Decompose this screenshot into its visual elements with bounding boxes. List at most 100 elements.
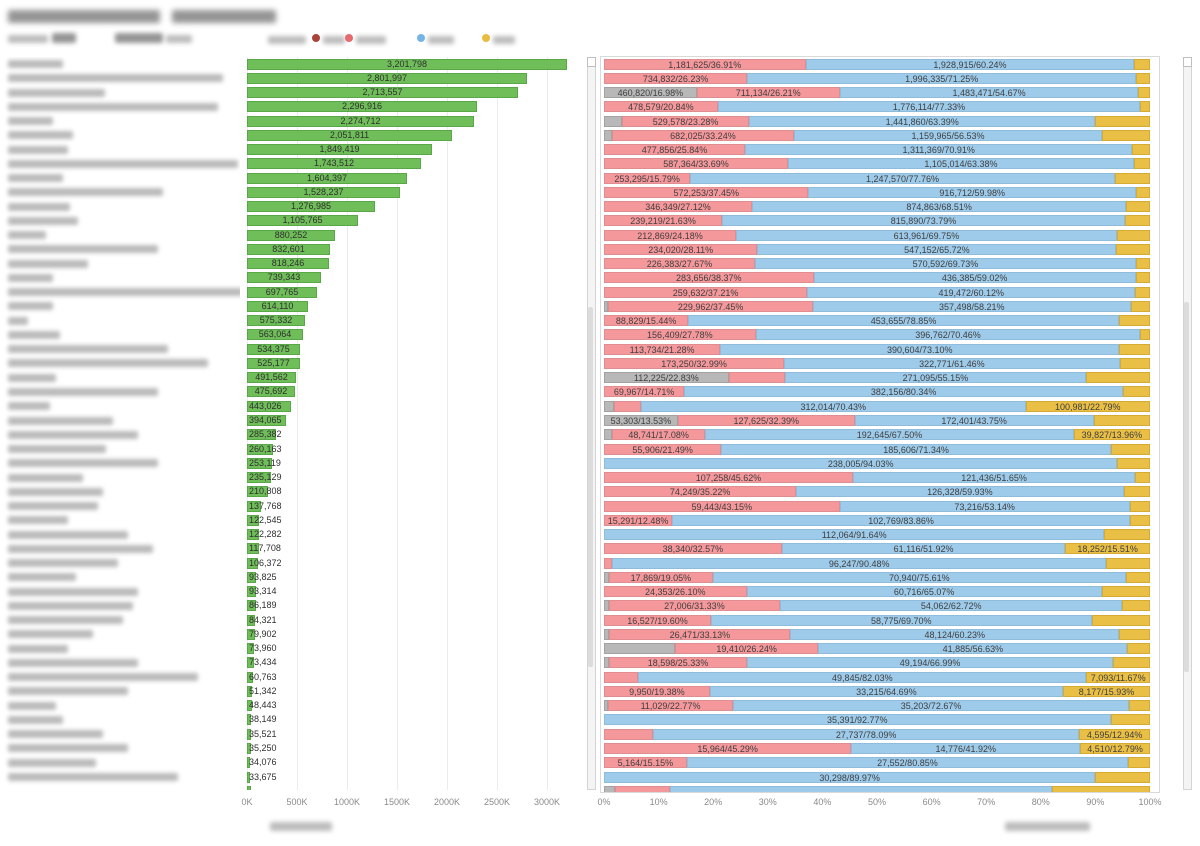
scrollbar-thumb[interactable] [588,307,593,667]
segment-y[interactable] [1110,443,1150,455]
segment-b[interactable]: 1,105,014/63.38% [787,158,1134,170]
segment-y[interactable] [1132,144,1150,156]
segment-p[interactable]: 234,020/28.11% [604,243,758,255]
total-bar[interactable] [247,514,259,526]
segment-g[interactable] [604,628,610,640]
segment-y[interactable] [1124,215,1150,227]
segment-p[interactable]: 283,656/38.37% [604,272,814,284]
total-bar[interactable] [247,757,250,769]
total-bar[interactable] [247,700,252,712]
segment-y[interactable]: 39,827/13.96% [1073,429,1150,441]
segment-g[interactable] [604,600,609,612]
segment-b[interactable]: 70,940/75.61% [712,571,1126,583]
total-bar[interactable] [247,372,296,384]
segment-y[interactable] [1136,72,1150,84]
segment-b[interactable]: 1,159,965/56.53% [793,129,1103,141]
segment-p[interactable]: 711,134/26.21% [696,87,840,99]
segment-b[interactable]: 54,062/62.72% [779,600,1123,612]
segment-p[interactable]: 18,598/25.33% [608,657,748,669]
segment-y[interactable] [1091,614,1150,626]
segment-b[interactable]: 73,216/53.14% [839,500,1130,512]
scrollbar-button[interactable] [1183,57,1192,67]
left-chart-scrollbar[interactable] [587,57,596,790]
segment-p[interactable] [604,728,653,740]
total-bar[interactable] [247,172,407,184]
segment-p[interactable]: 19,410/26.24% [674,643,819,655]
segment-b[interactable]: 357,498/58.21% [812,300,1131,312]
segment-b[interactable]: 60,716/65.07% [746,586,1102,598]
total-bar[interactable] [247,186,400,198]
segment-p[interactable]: 9,950/19.38% [604,685,710,697]
segment-p[interactable]: 15,964/45.29% [604,742,852,754]
total-bar[interactable] [247,614,255,626]
segment-y[interactable] [1126,201,1150,213]
segment-y[interactable] [1110,714,1150,726]
segment-b[interactable]: 27,552/80.85% [686,757,1129,769]
segment-p[interactable] [728,372,785,384]
right-chart-scrollbar[interactable] [1183,57,1192,790]
total-bar[interactable] [247,115,474,127]
segment-b[interactable]: 192,645/67.50% [705,429,1074,441]
segment-g[interactable] [604,643,675,655]
segment-p[interactable]: 69,967/14.71% [604,386,685,398]
segment-y[interactable] [1117,457,1150,469]
total-bar[interactable] [247,500,261,512]
segment-b[interactable]: 312,014/70.43% [641,400,1026,412]
total-bar[interactable] [247,101,477,113]
segment-b[interactable]: 916,712/59.98% [808,186,1136,198]
segment-b[interactable]: 48,124/60.23% [790,628,1120,640]
segment-b[interactable]: 1,483,471/54.67% [839,87,1139,99]
total-bar[interactable] [247,771,250,783]
segment-g[interactable] [604,571,609,583]
total-bar[interactable] [247,144,432,156]
segment-b[interactable]: 547,152/65.72% [757,243,1117,255]
segment-y[interactable] [1051,785,1150,792]
segment-p[interactable]: 253,295/15.79% [604,172,691,184]
segment-p[interactable]: 239,219/21.63% [604,215,723,227]
segment-b[interactable]: 30,298/89.97% [604,771,1096,783]
segment-b[interactable]: 1,311,369/70.91% [745,144,1133,156]
segment-y[interactable] [1104,529,1150,541]
segment-p[interactable]: 5,164/15.15% [604,757,687,769]
segment-p[interactable]: 55,906/21.49% [604,443,722,455]
total-bar[interactable] [247,158,421,170]
segment-p[interactable]: 478,579/20.84% [604,101,718,113]
segment-y[interactable] [1095,771,1150,783]
segment-y[interactable] [1135,272,1150,284]
segment-p[interactable]: 734,832/26.23% [604,72,748,84]
segment-b[interactable]: 126,328/59.93% [796,486,1124,498]
total-bar[interactable] [247,671,253,683]
segment-y[interactable] [1114,172,1150,184]
filter-chip-blurred[interactable] [166,35,192,43]
segment-y[interactable] [1135,186,1150,198]
segment-y[interactable] [1134,158,1150,170]
segment-g[interactable]: 112,225/22.83% [604,372,729,384]
total-bar[interactable] [247,315,305,327]
segment-b[interactable]: 815,890/73.79% [722,215,1125,227]
segment-p[interactable]: 59,443/43.15% [604,500,840,512]
segment-g[interactable] [604,400,614,412]
total-bar[interactable] [247,357,300,369]
segment-p[interactable] [614,785,670,792]
segment-y[interactable]: 100,981/22.79% [1025,400,1150,412]
segment-p[interactable]: 48,741/17.08% [611,429,706,441]
total-bar[interactable] [247,742,251,754]
segment-y[interactable] [1130,300,1150,312]
segment-p[interactable]: 572,253/37.45% [604,186,809,198]
segment-y[interactable]: 18,252/15.51% [1065,543,1150,555]
segment-y[interactable]: 8,177/15.93% [1063,685,1150,697]
legend-series-dot-icon[interactable] [482,34,490,42]
segment-y[interactable] [1116,243,1150,255]
segment-p[interactable]: 17,869/19.05% [608,571,713,583]
segment-p[interactable]: 226,383/27.67% [604,258,756,270]
segment-g[interactable] [604,785,615,792]
segment-b[interactable]: 1,441,860/63.39% [749,115,1096,127]
segment-p[interactable]: 229,962/37.45% [608,300,813,312]
segment-b[interactable]: 172,401/43.75% [854,415,1094,426]
segment-p[interactable]: 127,625/32.39% [677,415,855,426]
total-bar[interactable] [247,785,251,790]
segment-b[interactable]: 14,776/41.92% [851,742,1081,754]
segment-y[interactable] [1122,386,1150,398]
total-bar[interactable] [247,529,259,541]
total-bar[interactable] [247,457,272,469]
